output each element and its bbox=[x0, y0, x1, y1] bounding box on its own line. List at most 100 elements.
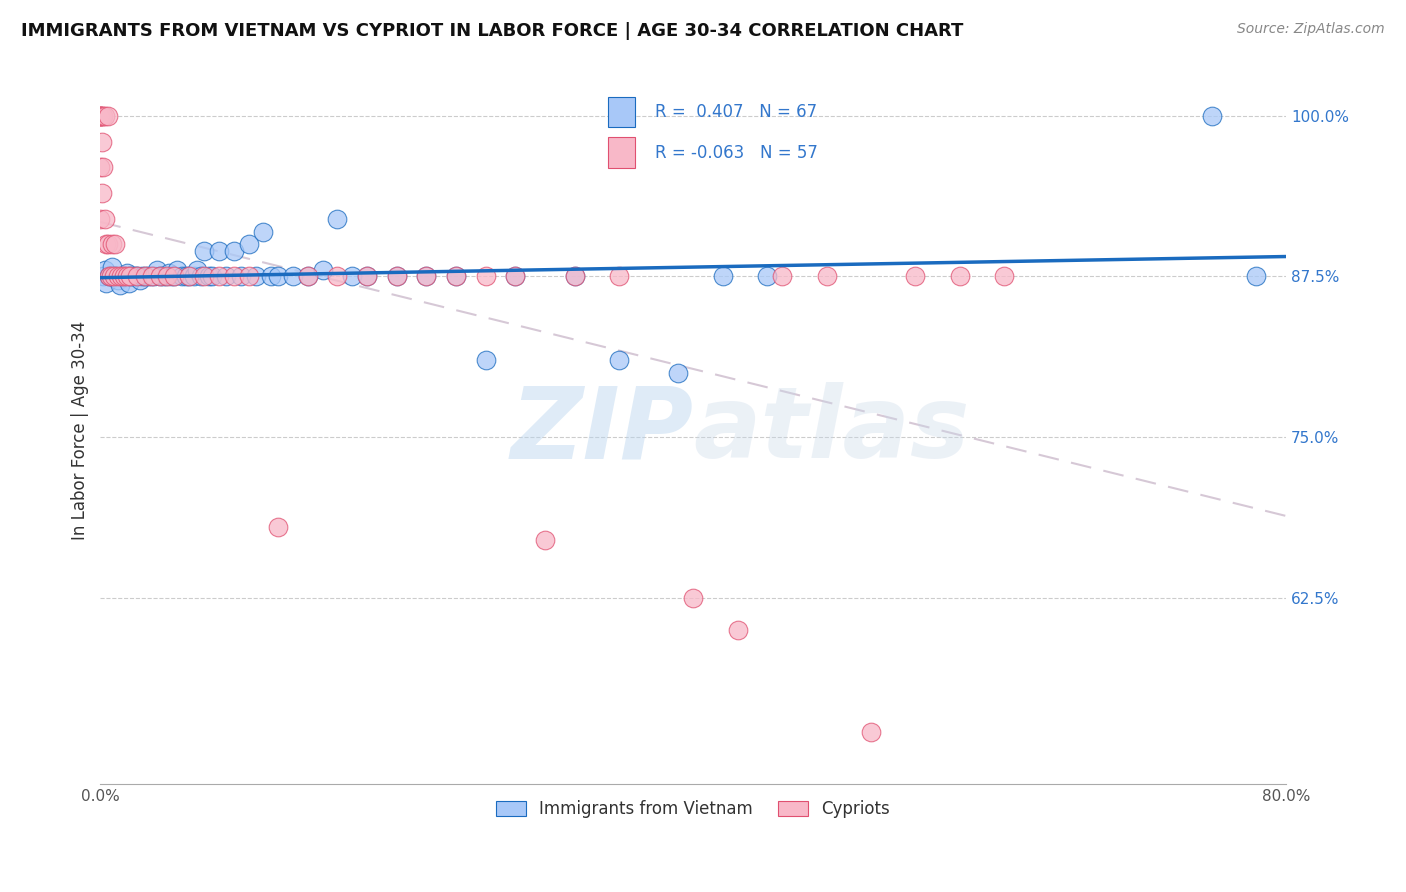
Point bbox=[115, 269, 138, 284]
Point bbox=[104, 237, 127, 252]
Point bbox=[534, 533, 557, 547]
Point bbox=[152, 269, 174, 284]
Point bbox=[176, 269, 198, 284]
Point bbox=[666, 366, 689, 380]
Point bbox=[89, 109, 111, 123]
Point bbox=[118, 269, 141, 284]
Point bbox=[238, 269, 260, 284]
Point bbox=[415, 269, 437, 284]
Point bbox=[444, 269, 467, 284]
Point bbox=[163, 269, 186, 284]
Point bbox=[94, 109, 117, 123]
Point bbox=[149, 269, 172, 284]
Point bbox=[91, 161, 114, 175]
Point bbox=[474, 269, 496, 284]
Point bbox=[131, 269, 153, 284]
Point bbox=[141, 269, 163, 284]
Point bbox=[208, 244, 231, 258]
Point bbox=[904, 269, 927, 284]
Point bbox=[267, 520, 290, 534]
Point bbox=[90, 186, 112, 200]
Point bbox=[91, 269, 114, 284]
Point bbox=[134, 269, 156, 284]
Point bbox=[104, 269, 127, 284]
Point bbox=[222, 269, 245, 284]
Point bbox=[89, 161, 111, 175]
Point bbox=[949, 269, 972, 284]
Point bbox=[101, 260, 124, 275]
Point bbox=[222, 244, 245, 258]
Point bbox=[474, 353, 496, 368]
Point bbox=[145, 263, 167, 277]
Point bbox=[112, 269, 135, 284]
Point bbox=[89, 211, 111, 226]
Point bbox=[208, 269, 231, 284]
Point bbox=[122, 269, 145, 284]
Point bbox=[98, 269, 121, 284]
Point bbox=[98, 269, 121, 284]
Point bbox=[711, 269, 734, 284]
Point bbox=[115, 266, 138, 280]
Point bbox=[134, 269, 156, 284]
Point bbox=[100, 269, 122, 284]
Point bbox=[155, 269, 177, 284]
Point bbox=[311, 263, 333, 277]
Point bbox=[96, 237, 118, 252]
Point bbox=[129, 273, 152, 287]
Point bbox=[111, 269, 134, 284]
Point bbox=[179, 269, 201, 284]
Point bbox=[117, 276, 139, 290]
Point bbox=[89, 109, 111, 123]
Point bbox=[815, 269, 838, 284]
Point bbox=[342, 269, 364, 284]
Point bbox=[94, 263, 117, 277]
Point bbox=[607, 353, 630, 368]
Point bbox=[90, 135, 112, 149]
Point bbox=[1201, 109, 1223, 123]
Point bbox=[297, 269, 319, 284]
Point bbox=[97, 237, 120, 252]
Point bbox=[215, 269, 238, 284]
Point bbox=[89, 109, 111, 123]
Point bbox=[297, 269, 319, 284]
Point bbox=[231, 269, 253, 284]
Point bbox=[267, 269, 290, 284]
Point bbox=[200, 269, 222, 284]
Point bbox=[136, 269, 159, 284]
Point bbox=[94, 211, 117, 226]
Point bbox=[385, 269, 408, 284]
Y-axis label: In Labor Force | Age 30-34: In Labor Force | Age 30-34 bbox=[72, 321, 89, 541]
Point bbox=[179, 269, 201, 284]
Point bbox=[107, 273, 129, 287]
Point bbox=[326, 211, 349, 226]
Point bbox=[859, 725, 882, 739]
Point bbox=[160, 269, 183, 284]
Point bbox=[108, 278, 131, 293]
Point bbox=[186, 263, 208, 277]
Point bbox=[127, 269, 149, 284]
Point bbox=[118, 269, 141, 284]
Point bbox=[89, 109, 111, 123]
Point bbox=[415, 269, 437, 284]
Legend: Immigrants from Vietnam, Cypriots: Immigrants from Vietnam, Cypriots bbox=[489, 794, 897, 825]
Point bbox=[190, 269, 212, 284]
Point bbox=[97, 109, 120, 123]
Point bbox=[142, 269, 165, 284]
Point bbox=[139, 269, 162, 284]
Point bbox=[993, 269, 1015, 284]
Text: atlas: atlas bbox=[693, 382, 970, 479]
Point bbox=[607, 269, 630, 284]
Point bbox=[112, 269, 135, 284]
Point bbox=[163, 269, 186, 284]
Point bbox=[682, 591, 704, 605]
Point bbox=[183, 269, 205, 284]
Point bbox=[103, 269, 125, 284]
Point bbox=[564, 269, 586, 284]
Point bbox=[756, 269, 779, 284]
Point bbox=[193, 269, 215, 284]
Point bbox=[1246, 269, 1268, 284]
Point bbox=[100, 269, 122, 284]
Point bbox=[770, 269, 793, 284]
Point bbox=[170, 269, 193, 284]
Point bbox=[727, 623, 749, 637]
